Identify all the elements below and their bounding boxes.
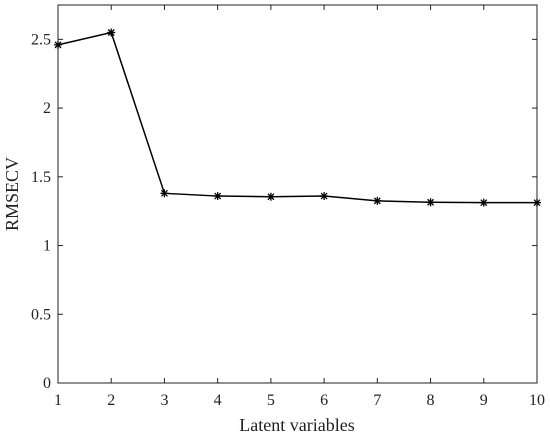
y-tick-label: 1.5 — [31, 169, 51, 186]
data-point — [373, 196, 382, 205]
x-tick-label: 7 — [373, 392, 381, 409]
data-point — [479, 198, 488, 207]
data-point — [320, 192, 329, 201]
x-axis-title: Latent variables — [239, 415, 354, 435]
axis-ticks — [57, 5, 538, 384]
x-tick-label: 3 — [160, 392, 168, 409]
data-point — [266, 192, 275, 201]
data-point — [426, 198, 435, 207]
x-tick-label: 10 — [529, 392, 545, 409]
data-point — [533, 198, 541, 207]
y-tick-label: 0 — [43, 375, 51, 392]
y-tick-labels: 0 0.5 1 1.5 2 2.5 — [31, 31, 51, 392]
x-tick-label: 2 — [107, 392, 115, 409]
y-tick-label: 2.5 — [31, 31, 51, 48]
series-line — [57, 31, 537, 204]
data-point — [160, 189, 169, 198]
x-tick-label: 8 — [427, 392, 435, 409]
x-tick-label: 9 — [480, 392, 488, 409]
x-tick-label: 1 — [54, 392, 62, 409]
x-tick-label: 6 — [320, 392, 328, 409]
y-tick-label: 0.5 — [31, 306, 51, 323]
y-axis-title: RMSECV — [2, 157, 22, 231]
x-tick-label: 4 — [214, 392, 222, 409]
plot-area — [57, 4, 538, 384]
data-markers — [54, 28, 541, 207]
data-point — [213, 192, 222, 201]
data-point — [54, 40, 62, 49]
y-tick-label: 1 — [43, 238, 51, 255]
y-tick-label: 2 — [43, 100, 51, 117]
x-tick-labels: 1 2 3 4 5 6 7 8 9 10 — [54, 392, 545, 409]
x-tick-label: 5 — [267, 392, 275, 409]
data-point — [107, 28, 116, 37]
